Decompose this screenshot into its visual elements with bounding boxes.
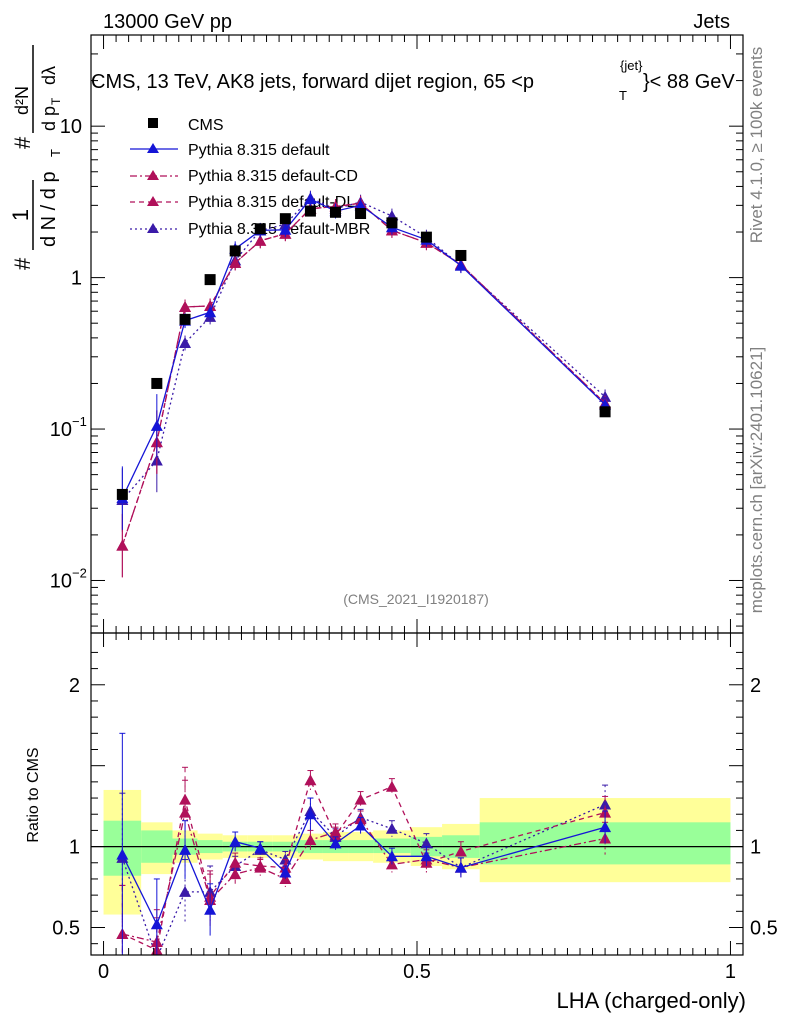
legend: CMS Pythia 8.315 default Pythia 8.315 de… [130, 117, 370, 238]
main-line-cd [122, 203, 605, 545]
x-tick-label-1: 0.5 [403, 961, 431, 983]
ylabel-one: 1 [8, 209, 33, 221]
legend-marker-dl [147, 196, 159, 206]
ratio-point-default-3 [204, 904, 216, 915]
ratio-point-default-1 [151, 918, 163, 929]
ylabel-dpT-sub: T [49, 97, 63, 105]
ratio-ytick-label-right-1: 1 [750, 837, 761, 859]
legend-item-default: Pythia 8.315 default [130, 142, 330, 159]
ratio-point-mbr-2 [179, 886, 191, 897]
ratio-frame [91, 633, 743, 955]
data-point-12 [455, 250, 466, 261]
x-tick-label-0: 0 [98, 961, 109, 983]
ratio-point-cd-8 [330, 826, 342, 837]
legend-item-cd: Pythia 8.315 default-CD [130, 168, 358, 185]
main-ytick-label-3: 10 [50, 570, 72, 592]
mcplots-label: mcplots.cern.ch [arXiv:2401.10621] [747, 347, 766, 613]
title-sub: T [619, 88, 627, 103]
energy-label: 13000 GeV pp [103, 11, 232, 33]
data-point-3 [205, 274, 216, 285]
main-y-label: # 1 d N / d p T # d²N d p T dλ [8, 45, 63, 270]
ratio-point-dl-9 [355, 794, 367, 805]
ratio-ytick-label-right-2: 2 [750, 675, 761, 697]
main-point-cd-0 [116, 540, 128, 551]
ratio-ytick-label-left-1: 1 [69, 837, 80, 859]
title-main: CMS, 13 TeV, AK8 jets, forward dijet reg… [91, 71, 534, 93]
rivet-label: Rivet 4.1.0, ≥ 100k events [747, 47, 766, 243]
data-point-0 [117, 489, 128, 500]
main-series-layer [116, 191, 611, 578]
ratio-point-cd-2 [179, 807, 191, 818]
data-point-6 [280, 213, 291, 224]
data-point-8 [330, 207, 341, 218]
ratio-y-label: Ratio to CMS [25, 747, 42, 842]
watermark: (CMS_2021_I1920187) [343, 591, 489, 607]
data-point-1 [151, 378, 162, 389]
lha-chart: 13000 GeV pp Jets Rivet 4.1.0, ≥ 100k ev… [0, 0, 786, 1024]
ratio-uncertainty-bands [104, 790, 731, 915]
legend-label-default: Pythia 8.315 default [188, 142, 330, 159]
ylabel-dpT: d p [39, 106, 59, 131]
ratio-point-dl-7 [304, 774, 316, 785]
ratio-point-dl-10 [386, 781, 398, 792]
main-point-mbr-2 [179, 337, 191, 348]
main-line-default [122, 199, 605, 498]
title-tail: }< 88 GeV [643, 71, 735, 93]
ratio-ytick-label-right-0: 0.5 [750, 917, 778, 939]
legend-item-dl: Pythia 8.315 default-DL [130, 194, 355, 211]
legend-label-cd: Pythia 8.315 default-CD [188, 168, 358, 185]
data-point-13 [600, 406, 611, 417]
data-point-11 [421, 232, 432, 243]
legend-marker-default [147, 143, 159, 153]
main-line-dl [122, 203, 605, 545]
ratio-ytick-label-left-2: 2 [69, 675, 80, 697]
data-point-9 [355, 208, 366, 219]
ratio-point-mbr-10 [386, 823, 398, 834]
data-point-2 [180, 314, 191, 325]
main-ytick-label-2: 10 [50, 419, 72, 441]
main-ytick-label-0: 10 [60, 116, 82, 138]
ylabel-hash2: # [10, 136, 35, 149]
ylabel-d2N: d²N [12, 86, 32, 115]
ylabel-dlambda: dλ [39, 66, 59, 85]
x-axis-label: LHA (charged-only) [556, 988, 746, 1013]
chart-title: CMS, 13 TeV, AK8 jets, forward dijet reg… [91, 58, 735, 103]
legend-item-cms: CMS [148, 117, 224, 134]
title-sup: {jet} [620, 58, 643, 73]
legend-item-mbr: Pythia 8.315 default-MBR [130, 221, 370, 238]
x-tick-label-2: 1 [725, 961, 736, 983]
main-ytick-exp-3: −2 [72, 565, 87, 580]
ylabel-dNdpT: d N / d p [38, 171, 60, 247]
category-label: Jets [693, 11, 730, 33]
main-ytick-exp-2: −1 [72, 414, 87, 429]
legend-marker-cd [147, 170, 159, 180]
data-point-5 [255, 223, 266, 234]
ratio-point-cd-5 [254, 862, 266, 873]
ylabel-hash: # [10, 257, 35, 270]
main-ytick-label-1: 1 [71, 268, 82, 290]
data-point-4 [230, 245, 241, 256]
data-point-10 [386, 217, 397, 228]
data-point-7 [305, 206, 316, 217]
ylabel-dNdpT-sub: T [48, 149, 63, 157]
legend-label-cms: CMS [188, 117, 224, 134]
main-line-mbr [122, 198, 605, 500]
legend-marker-mbr [147, 223, 159, 233]
ratio-ytick-label-left-0: 0.5 [52, 917, 80, 939]
legend-marker-cms [148, 118, 158, 128]
